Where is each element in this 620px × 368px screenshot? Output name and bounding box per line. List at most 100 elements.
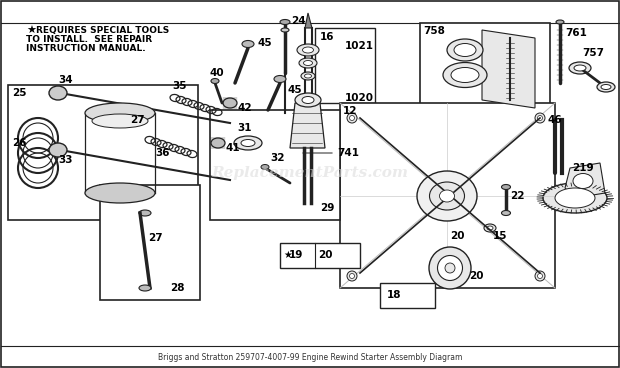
Ellipse shape [350, 116, 355, 120]
Text: 12: 12 [343, 106, 358, 116]
Ellipse shape [347, 271, 357, 281]
Bar [210, 110, 340, 220]
Ellipse shape [573, 173, 593, 188]
Ellipse shape [295, 93, 321, 107]
Text: ★: ★ [26, 26, 36, 36]
Ellipse shape [429, 247, 471, 289]
Text: 46: 46 [548, 115, 562, 125]
Text: ★: ★ [283, 250, 292, 260]
Bar [340, 103, 555, 288]
Text: 36: 36 [155, 148, 169, 158]
Ellipse shape [430, 182, 464, 210]
Text: 20: 20 [469, 271, 484, 281]
Ellipse shape [555, 188, 595, 208]
Ellipse shape [281, 28, 289, 32]
Ellipse shape [447, 39, 483, 61]
Text: 40: 40 [210, 68, 224, 78]
Ellipse shape [297, 44, 319, 56]
Bar [315, 28, 375, 103]
Text: 28: 28 [170, 283, 185, 293]
Ellipse shape [443, 63, 487, 88]
Text: INSTRUCTION MANUAL.: INSTRUCTION MANUAL. [26, 44, 146, 53]
Ellipse shape [440, 190, 454, 202]
Text: 757: 757 [582, 48, 604, 58]
Ellipse shape [223, 98, 237, 108]
Text: ReplacementParts.com: ReplacementParts.com [211, 166, 409, 180]
Ellipse shape [302, 96, 314, 103]
Ellipse shape [139, 285, 151, 291]
Ellipse shape [445, 263, 455, 273]
Ellipse shape [502, 184, 510, 190]
Ellipse shape [234, 136, 262, 150]
Ellipse shape [299, 58, 317, 68]
Ellipse shape [569, 62, 591, 74]
Ellipse shape [451, 67, 479, 82]
Text: 18: 18 [387, 290, 402, 300]
Ellipse shape [304, 74, 311, 78]
Ellipse shape [139, 210, 151, 216]
Text: 31: 31 [237, 123, 252, 133]
Ellipse shape [85, 103, 155, 123]
Text: 33: 33 [58, 155, 73, 165]
Text: 41: 41 [226, 143, 241, 153]
Ellipse shape [211, 138, 225, 148]
Bar [100, 185, 200, 300]
Bar [280, 243, 360, 268]
Ellipse shape [49, 143, 67, 157]
Text: 32: 32 [270, 153, 285, 163]
Polygon shape [482, 30, 535, 108]
Ellipse shape [242, 40, 254, 47]
Text: 19: 19 [289, 250, 303, 260]
Text: Briggs and Stratton 259707-4007-99 Engine Rewind Starter Assembly Diagram: Briggs and Stratton 259707-4007-99 Engin… [158, 353, 462, 361]
Text: 27: 27 [148, 233, 162, 243]
Text: 761: 761 [565, 28, 587, 38]
Polygon shape [305, 13, 312, 28]
Polygon shape [290, 103, 325, 148]
Ellipse shape [601, 85, 611, 89]
Ellipse shape [417, 171, 477, 221]
Text: 34: 34 [58, 75, 73, 85]
Text: 15: 15 [493, 231, 508, 241]
Polygon shape [565, 163, 605, 198]
Text: 42: 42 [238, 103, 252, 113]
Ellipse shape [502, 210, 510, 216]
Text: 45: 45 [287, 85, 301, 95]
Text: 22: 22 [510, 191, 525, 201]
Text: 26: 26 [12, 138, 27, 148]
Ellipse shape [438, 255, 463, 280]
Ellipse shape [454, 43, 476, 57]
Ellipse shape [487, 226, 493, 230]
Text: TO INSTALL.  SEE REPAIR: TO INSTALL. SEE REPAIR [26, 35, 152, 44]
Bar [420, 23, 550, 113]
Text: 20: 20 [318, 250, 332, 260]
Ellipse shape [241, 139, 255, 146]
Text: REQUIRES SPECIAL TOOLS: REQUIRES SPECIAL TOOLS [36, 26, 169, 35]
Ellipse shape [303, 47, 314, 53]
Bar [8, 85, 198, 220]
Bar [380, 283, 435, 308]
Ellipse shape [538, 273, 542, 279]
Ellipse shape [304, 60, 312, 66]
Ellipse shape [535, 113, 545, 123]
Ellipse shape [92, 114, 148, 128]
Text: 27: 27 [130, 115, 144, 125]
Text: 45: 45 [257, 38, 272, 48]
Ellipse shape [556, 20, 564, 24]
Ellipse shape [574, 65, 586, 71]
Text: 1020: 1020 [345, 93, 374, 103]
Text: 25: 25 [12, 88, 27, 98]
Ellipse shape [597, 82, 615, 92]
Ellipse shape [301, 72, 315, 80]
Ellipse shape [350, 273, 355, 279]
Ellipse shape [543, 183, 607, 213]
Ellipse shape [538, 116, 542, 120]
Ellipse shape [535, 271, 545, 281]
Text: 741: 741 [337, 148, 359, 158]
Ellipse shape [49, 86, 67, 100]
Ellipse shape [347, 113, 357, 123]
Text: 16: 16 [320, 32, 335, 42]
Text: 35: 35 [172, 81, 187, 91]
Text: 20: 20 [450, 231, 464, 241]
Text: 758: 758 [423, 26, 445, 36]
Text: 24: 24 [291, 16, 306, 26]
